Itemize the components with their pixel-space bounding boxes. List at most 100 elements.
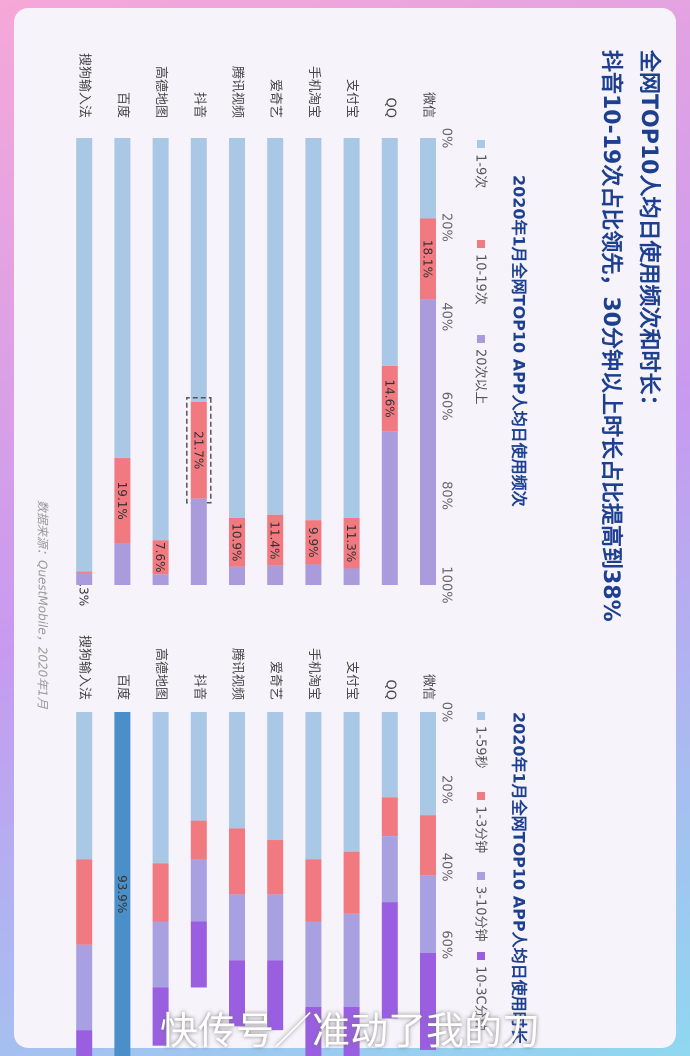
bar-segment (381, 365, 398, 432)
bar-segment (420, 138, 436, 219)
bar-segment (152, 863, 169, 922)
category-label: QQ (382, 680, 397, 700)
bar-segment (343, 712, 360, 852)
bar-segment (190, 921, 207, 988)
legend-label: 1-9次 (473, 154, 489, 188)
x-tick-label: 20% (439, 213, 454, 242)
category-label: 手机淘宝 (306, 66, 321, 118)
bar-segment (267, 712, 284, 841)
bar-segment (76, 138, 93, 572)
category-label: 微信 (421, 674, 436, 700)
watermark: 快传号／准动了我的刀 (160, 1009, 541, 1053)
bar-segment (190, 820, 207, 860)
bar-segment (190, 498, 207, 585)
bar-segment (381, 431, 398, 585)
legend-label: 1-59秒 (473, 726, 488, 769)
bar-segment (305, 712, 322, 860)
source: 数据来源：QuestMobile，2020年1月 (36, 500, 50, 710)
legend-swatch (477, 952, 485, 960)
bar-segment (420, 218, 436, 300)
category-label: 搜狗输入法 (77, 53, 93, 118)
bar-segment (76, 712, 93, 860)
legend-swatch (477, 712, 485, 720)
bar-segment (190, 138, 207, 402)
data-label: 11.4% (268, 521, 282, 559)
bar-segment (381, 138, 398, 366)
chart-title: 2020年1月全网TOP10 APP人均日使用频次 (510, 175, 529, 507)
bar-segment (114, 543, 131, 586)
data-label: 18.1% (421, 240, 435, 278)
legend-label: 20次以上 (473, 349, 489, 405)
bar-segment (229, 828, 245, 895)
category-label: 爱奇艺 (268, 79, 284, 118)
legend-swatch (477, 872, 485, 880)
bar-segment (76, 1030, 93, 1056)
bar-segment (267, 514, 284, 566)
bar-segment (114, 458, 131, 544)
bar-segment (420, 712, 436, 816)
data-label: 7.6% (153, 542, 167, 573)
bar-segment (152, 712, 169, 864)
category-label: QQ (382, 98, 397, 118)
bar-segment (420, 815, 436, 876)
category-label: 高德地图 (153, 66, 169, 118)
legend-label: 10-3C分钟 (473, 966, 489, 1031)
bar-segment (267, 894, 284, 961)
bar-segment (305, 564, 322, 585)
category-label: 微信 (421, 92, 436, 118)
x-tick-label: 0% (439, 702, 454, 723)
category-label: 抖音 (191, 92, 207, 118)
bar-segment (267, 565, 284, 585)
bar-segment (76, 859, 93, 945)
bar-segment (305, 138, 322, 521)
bar-segment (381, 712, 398, 798)
bar-segment (343, 138, 360, 518)
bar-segment (381, 902, 398, 1019)
legend-swatch (477, 792, 485, 800)
x-tick-label: 40% (439, 302, 454, 331)
legend-swatch (477, 335, 485, 343)
legend-label: 3-10分钟 (473, 886, 489, 942)
bar-segment (76, 571, 93, 573)
bar-segment (343, 913, 360, 1007)
bar-segment (229, 712, 245, 829)
bar-segment (229, 517, 245, 567)
bar-segment (152, 987, 169, 1046)
x-tick-label: 60% (439, 930, 454, 959)
bar-segment (267, 960, 284, 1031)
chart-title: 2020年1月全网TOP10 APP人均日使用时长 (510, 712, 529, 1045)
bar-segment (229, 960, 245, 1027)
category-label: 抖音 (191, 674, 207, 700)
category-label: 爱奇艺 (268, 661, 284, 700)
category-label: 高德地图 (153, 648, 169, 700)
bar-segment (152, 540, 169, 575)
bar-segment (305, 921, 322, 1007)
category-label: 腾讯视频 (230, 648, 246, 700)
x-tick-label: 80% (439, 481, 454, 510)
bar-segment (267, 138, 284, 515)
bar-segment (190, 859, 207, 922)
bar-segment (114, 712, 131, 1056)
bar-segment (343, 517, 360, 569)
x-tick-label: 20% (439, 775, 454, 804)
category-label: 支付宝 (344, 661, 359, 700)
bar-segment (343, 568, 360, 585)
bar-segment (152, 138, 169, 541)
bar-segment (190, 712, 207, 821)
bar-segment (305, 520, 322, 565)
bar-segment (76, 572, 93, 586)
category-label: 百度 (115, 674, 131, 700)
bar-segment (381, 797, 398, 837)
category-label: 腾讯视频 (230, 66, 246, 118)
category-label: 支付宝 (344, 79, 359, 118)
bar-segment (420, 875, 436, 953)
bar-segment (229, 566, 245, 585)
x-tick-label: 40% (439, 853, 454, 882)
bar-segment (229, 138, 245, 518)
legend-swatch (477, 140, 485, 148)
bar-segment (305, 1006, 322, 1056)
bar-segment (114, 138, 131, 459)
bar-segment (343, 1006, 360, 1056)
